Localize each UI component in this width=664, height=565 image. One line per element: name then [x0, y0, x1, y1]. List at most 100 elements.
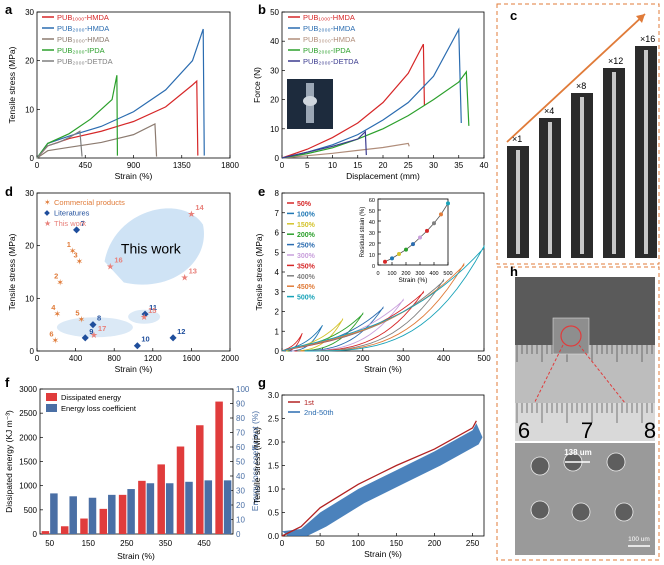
series-line	[281, 43, 426, 159]
panel-letter: e	[258, 184, 265, 199]
size-label: 138 um	[564, 448, 592, 457]
legend-marker: ✶	[44, 198, 51, 207]
y-tick-label: 0	[33, 530, 38, 539]
legend-swatch	[46, 393, 57, 401]
x-tick-label: 0	[376, 271, 379, 277]
x-tick-label: 150	[82, 539, 96, 548]
legend-label: 2nd-50th	[304, 408, 334, 417]
x-tick-label: 500	[477, 354, 491, 363]
point-literature	[81, 334, 89, 342]
y-tick-label: 10	[270, 125, 279, 134]
y-tick-label: 0	[372, 264, 375, 270]
inset-point	[383, 259, 387, 264]
panel-letter: d	[5, 184, 13, 199]
panel-c: c ×1 ×4 ×8 ×12 ×16	[496, 3, 660, 265]
x-tick-label: 400	[437, 354, 451, 363]
scale-label: 100 um	[628, 536, 650, 543]
inset-point	[404, 247, 408, 252]
y-tick-label: 60	[369, 198, 375, 204]
bar-dissipated-energy	[215, 401, 223, 534]
stretch-label: ×12	[608, 56, 623, 66]
inset-line	[384, 203, 449, 263]
panel-border	[496, 3, 660, 265]
legend-label: PUB₂₀₀₀-HMDA	[57, 24, 109, 33]
x-tick-label: 150	[390, 539, 404, 548]
y-tick-label: 0	[30, 347, 35, 356]
point-label: 5	[75, 308, 79, 317]
x-tick-label: 35	[454, 161, 463, 170]
panel-a: 0 450 900 1350 1800 0 10 20 30 Strain (%) Tensile …	[5, 2, 239, 181]
x-tick-label: 5	[305, 161, 310, 170]
bar-energy-loss	[146, 483, 155, 534]
y-axis-label: Force (N)	[252, 67, 262, 103]
x-tick-label: 2000	[221, 354, 239, 363]
x-tick-label: 1200	[144, 354, 162, 363]
series-line	[36, 130, 83, 159]
bar-dissipated-energy	[196, 425, 204, 534]
series-line	[281, 130, 367, 159]
specimen-strip	[644, 50, 648, 254]
hysteresis-loop	[281, 262, 465, 352]
inset-point	[425, 228, 429, 233]
bar-dissipated-energy	[41, 531, 50, 534]
y-tick-label: 2.5	[268, 415, 280, 424]
micro-dot	[530, 456, 550, 476]
legend-label: 150%	[297, 222, 316, 229]
x-tick-label: 200	[356, 354, 370, 363]
x-tick-label: 400	[69, 354, 83, 363]
y-tick-label: 3.0	[268, 391, 280, 400]
hysteresis-loop	[281, 311, 364, 352]
point-literature	[141, 310, 149, 318]
point-label: 6	[49, 329, 53, 338]
x-tick-label: 1800	[221, 161, 239, 170]
y-tick-label: 2500	[19, 409, 37, 418]
x-tick-label: 250	[120, 539, 134, 548]
x-tick-label: 100	[387, 271, 396, 277]
x-axis-label: Strain (%)	[364, 364, 402, 374]
y-tick-label: 1	[275, 327, 280, 336]
y2-tick-label: 50	[236, 458, 245, 467]
y-tick-label: 500	[24, 506, 38, 515]
x-tick-label: 0	[35, 354, 40, 363]
y-tick-label: 20	[369, 242, 375, 248]
series-line	[36, 28, 205, 159]
y2-tick-label: 70	[236, 429, 245, 438]
y2-tick-label: 80	[236, 414, 245, 423]
inset-y-label: Residual strain (%)	[360, 207, 366, 258]
stretch-label: ×16	[640, 34, 655, 44]
stretch-label: ×8	[576, 81, 586, 91]
inset-point	[439, 212, 443, 217]
point-commercial: ✶	[53, 309, 61, 319]
point-label: 7	[81, 219, 85, 228]
y-tick-label: 2	[275, 308, 280, 317]
bar-energy-loss	[88, 497, 97, 534]
bar-dissipated-energy	[99, 508, 108, 534]
point-commercial: ✶	[78, 314, 86, 324]
y2-tick-label: 10	[236, 516, 245, 525]
legend-label: PUB₂₀₀₀-IPDA	[303, 46, 351, 55]
this-work-region	[104, 208, 204, 285]
y-tick-label: 6	[275, 229, 280, 238]
x-tick-label: 300	[397, 354, 411, 363]
series-line	[36, 122, 158, 159]
plot-frame	[36, 192, 231, 352]
point-label: 14	[195, 203, 204, 212]
sample-patch	[552, 317, 590, 355]
point-this-work: ★	[181, 272, 189, 282]
point-this-work: ★	[187, 209, 195, 219]
specimen-strip	[580, 97, 584, 254]
point-commercial: ✶	[52, 335, 60, 345]
specimen-strip	[612, 72, 616, 254]
x-tick-label: 25	[404, 161, 413, 170]
bar-energy-loss	[69, 496, 77, 534]
inset-point	[390, 256, 394, 261]
y-tick-label: 8	[275, 189, 280, 198]
legend-label: 500%	[297, 295, 316, 302]
legend-label: 1st	[304, 398, 315, 407]
x-tick-label: 900	[127, 161, 141, 170]
this-work-region-small	[56, 317, 133, 338]
inset-point	[418, 235, 422, 240]
x-tick-label: 0	[280, 161, 285, 170]
y-tick-label: 20	[25, 57, 34, 66]
